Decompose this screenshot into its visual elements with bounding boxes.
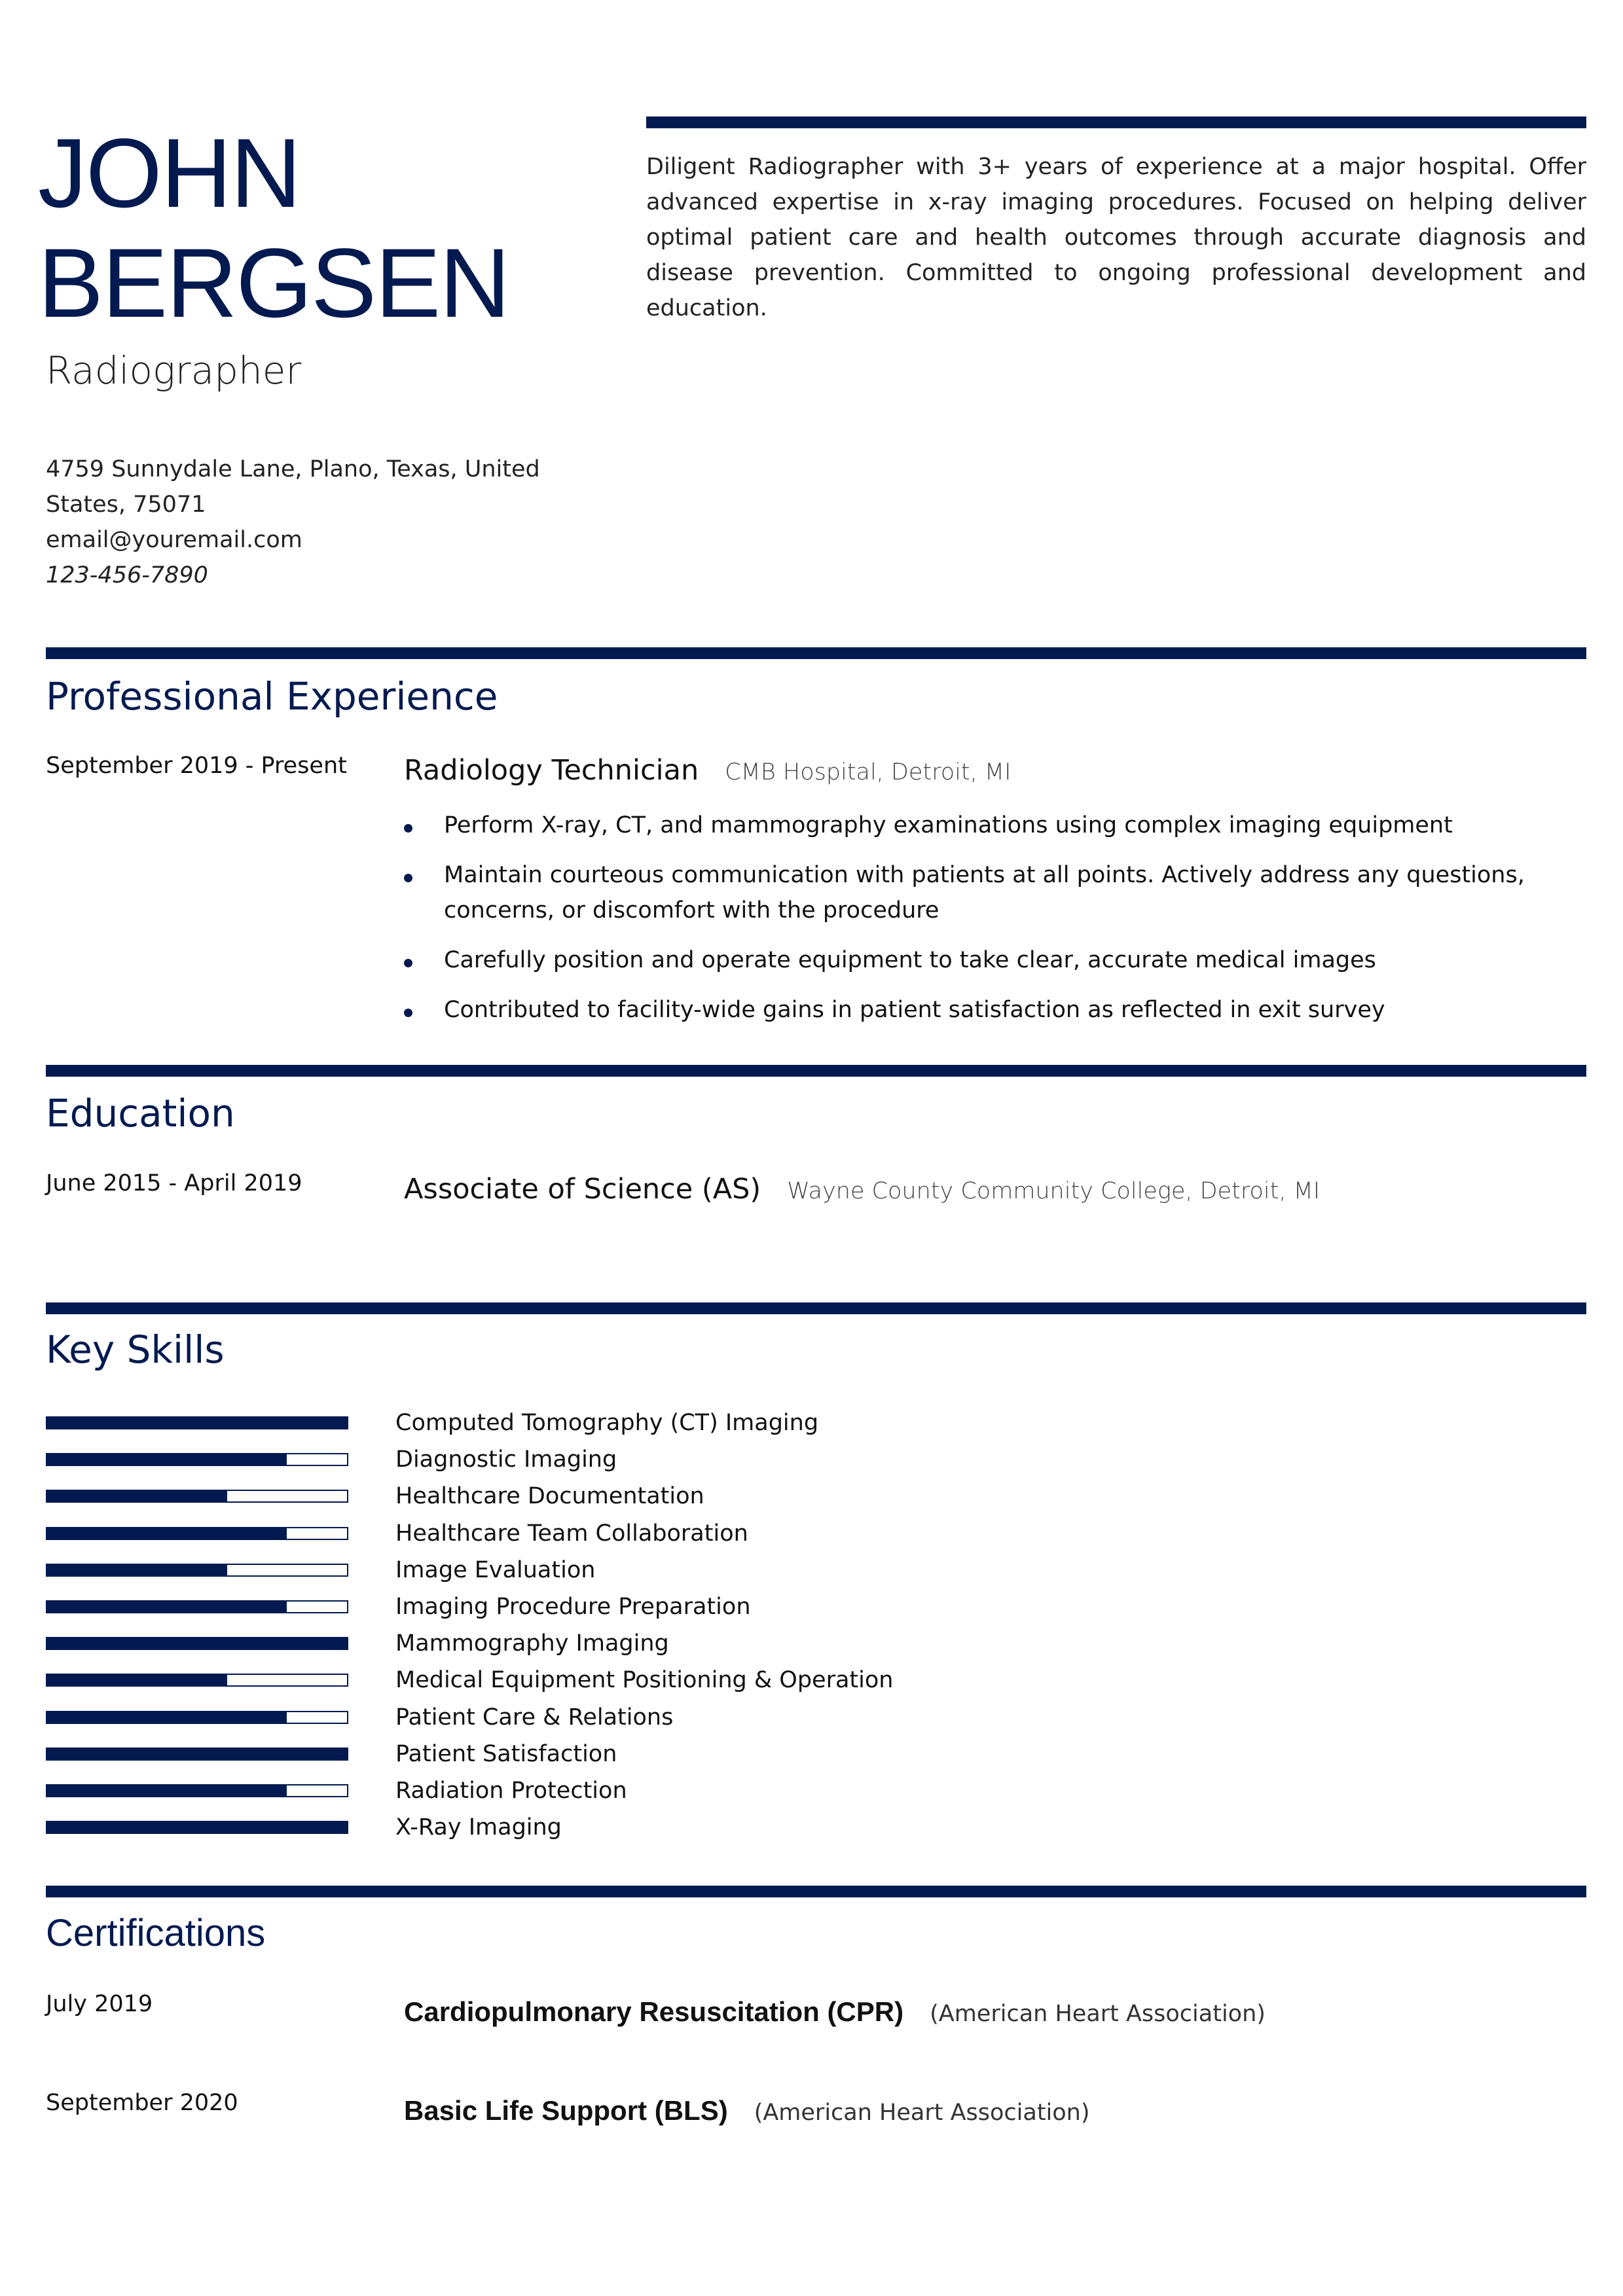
section-divider [46, 1302, 1586, 1314]
cert-item: Basic Life Support (BLS) (American Heart … [404, 2095, 1090, 2126]
skill-name: Imaging Procedure Preparation [395, 1594, 751, 1621]
cert-item: Cardiopulmonary Resuscitation (CPR) (Amer… [404, 1996, 1266, 2028]
role-title: Radiology Technician [404, 754, 699, 787]
section-divider [46, 1065, 1586, 1077]
skill-level-fill [47, 1748, 347, 1759]
skill-name: X-Ray Imaging [395, 1814, 562, 1841]
skill-item: Patient Care & Relations [46, 1699, 893, 1736]
skill-level-bar [46, 1453, 348, 1467]
summary: Diligent Radiographer with 3+ years of e… [646, 154, 1586, 321]
cert-issuer: (American Heart Association) [754, 2100, 1090, 2126]
skill-name: Medical Equipment Positioning & Operatio… [395, 1667, 894, 1694]
section-title-education: Education [46, 1091, 235, 1136]
skill-name: Radiation Protection [395, 1777, 627, 1804]
summary-top-rule [646, 117, 1586, 128]
skill-name: Healthcare Team Collaboration [395, 1520, 748, 1547]
address-line-2: States, 75071 [46, 492, 206, 518]
bullet-text: Carefully position and operate equipment… [444, 947, 1376, 973]
cert-date: September 2020 [46, 2090, 238, 2116]
skill-item: Computed Tomography (CT) Imaging [46, 1405, 893, 1441]
skill-item: Medical Equipment Positioning & Operatio… [46, 1662, 893, 1698]
experience-role: Radiology Technician CMB Hospital, Detroi… [404, 754, 1011, 787]
skill-level-fill [47, 1528, 287, 1539]
section-title-certifications: Certifications [46, 1912, 266, 1954]
skill-item: Diagnostic Imaging [46, 1441, 893, 1478]
skill-level-fill [47, 1454, 287, 1465]
skill-name: Healthcare Documentation [395, 1483, 704, 1510]
skill-name: Mammography Imaging [395, 1630, 669, 1657]
skill-name: Image Evaluation [395, 1556, 596, 1583]
skill-level-bar [46, 1674, 348, 1687]
role-org: CMB Hospital, Detroit, MI [725, 759, 1012, 785]
experience-bullets: Perform X-ray, CT, and mammography exami… [404, 808, 1586, 1042]
skill-level-fill [47, 1822, 347, 1833]
last-name: BERGSEN [38, 228, 511, 338]
skill-level-fill [47, 1712, 287, 1723]
skill-level-fill [47, 1491, 227, 1502]
candidate-name: JOHN BERGSEN [38, 118, 511, 338]
skill-level-fill [47, 1785, 287, 1796]
skill-item: X-Ray Imaging [46, 1809, 893, 1846]
skill-level-bar [46, 1490, 348, 1503]
skill-item: Radiation Protection [46, 1772, 893, 1809]
skill-name: Computed Tomography (CT) Imaging [395, 1410, 819, 1437]
job-title: Radiographer [46, 348, 302, 393]
first-name: JOHN [38, 118, 301, 228]
bullet-icon [404, 959, 412, 967]
bullet-icon [404, 824, 412, 833]
skill-name: Diagnostic Imaging [395, 1446, 617, 1473]
contact-info: 4759 Sunnydale Lane, Plano, Texas, Unite… [46, 452, 540, 593]
experience-dates: September 2019 - Present [46, 753, 347, 779]
bullet-text: Maintain courteous communication with pa… [444, 862, 1525, 924]
skill-level-bar [46, 1784, 348, 1797]
skill-level-bar [46, 1637, 348, 1651]
skill-level-fill [47, 1418, 347, 1429]
section-divider [46, 647, 1586, 659]
skill-item: Healthcare Documentation [46, 1478, 893, 1515]
skills-list: Computed Tomography (CT) Imaging Diagnost… [46, 1405, 893, 1846]
skill-item: Imaging Procedure Preparation [46, 1588, 893, 1625]
skill-item: Mammography Imaging [46, 1625, 893, 1662]
skill-level-bar [46, 1416, 348, 1430]
skill-level-bar [46, 1563, 348, 1577]
skill-level-bar [46, 1821, 348, 1835]
school-name: Wayne County Community College, Detroit,… [787, 1178, 1321, 1204]
skill-name: Patient Care & Relations [395, 1704, 674, 1731]
phone[interactable]: 123-456-7890 [46, 562, 208, 588]
bullet-text: Perform X-ray, CT, and mammography exami… [444, 812, 1453, 838]
section-title-experience: Professional Experience [46, 674, 498, 719]
list-item: Maintain courteous communication with pa… [404, 857, 1586, 928]
education-dates: June 2015 - April 2019 [46, 1170, 302, 1196]
degree-name: Associate of Science (AS) [404, 1173, 761, 1206]
bullet-icon [404, 874, 412, 882]
cert-issuer: (American Heart Association) [930, 2001, 1266, 2027]
skill-item: Patient Satisfaction [46, 1736, 893, 1772]
skill-level-fill [47, 1675, 227, 1686]
list-item: Carefully position and operate equipment… [404, 942, 1586, 978]
skill-level-fill [47, 1638, 347, 1649]
list-item: Contributed to facility-wide gains in pa… [404, 992, 1586, 1028]
skill-item: Image Evaluation [46, 1552, 893, 1588]
section-divider [46, 1886, 1586, 1897]
skill-level-bar [46, 1526, 348, 1540]
bullet-text: Contributed to facility-wide gains in pa… [444, 997, 1385, 1023]
list-item: Perform X-ray, CT, and mammography exami… [404, 808, 1586, 843]
skill-level-fill [47, 1564, 227, 1575]
skill-level-fill [47, 1602, 287, 1613]
cert-name: Basic Life Support (BLS) [404, 2095, 728, 2126]
skill-level-bar [46, 1600, 348, 1614]
address-line-1: 4759 Sunnydale Lane, Plano, Texas, Unite… [46, 456, 540, 482]
cert-date: July 2019 [46, 1991, 153, 2017]
email[interactable]: email@youremail.com [46, 527, 302, 553]
bullet-icon [404, 1009, 412, 1017]
education-degree: Associate of Science (AS) Wayne County Co… [404, 1173, 1320, 1206]
section-title-skills: Key Skills [46, 1327, 225, 1372]
skill-item: Healthcare Team Collaboration [46, 1515, 893, 1552]
skill-level-bar [46, 1710, 348, 1724]
cert-name: Cardiopulmonary Resuscitation (CPR) [404, 1996, 904, 2027]
skill-level-bar [46, 1747, 348, 1761]
skill-name: Patient Satisfaction [395, 1740, 617, 1767]
